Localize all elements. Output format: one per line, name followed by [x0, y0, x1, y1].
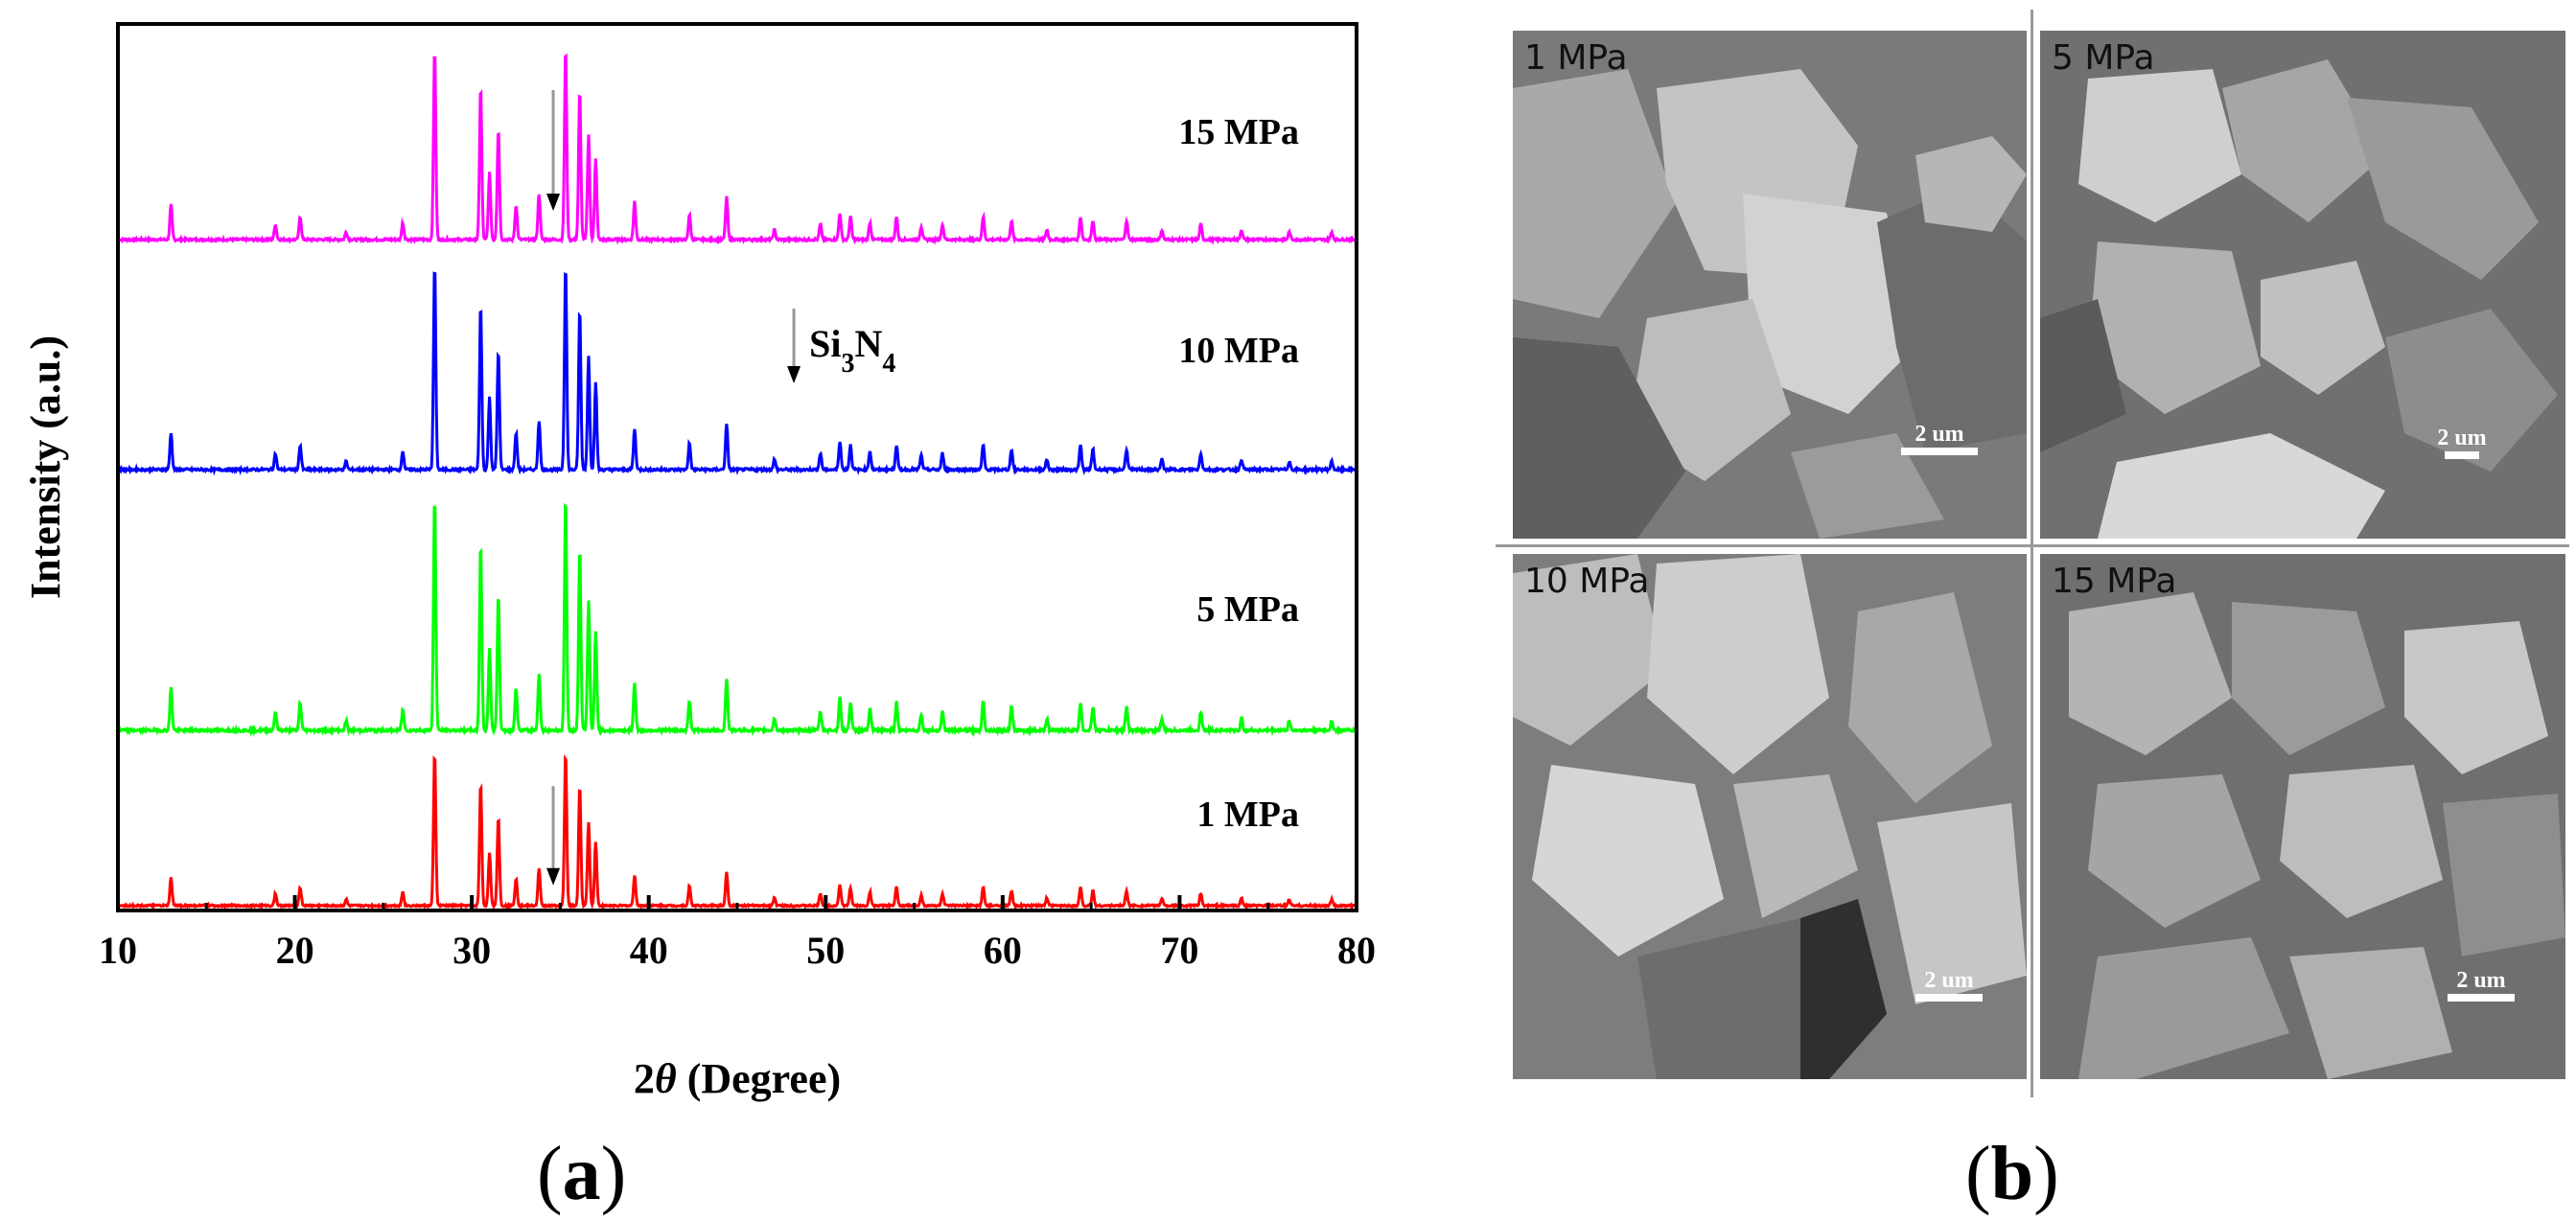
y-axis-label: Intensity (a.u.) [22, 335, 69, 599]
x-tick-label: 50 [806, 929, 845, 972]
series-label: 5 MPa [1196, 589, 1299, 630]
x-tick-label: 80 [1337, 929, 1376, 972]
panel-label-b: (b) [1965, 1132, 2059, 1216]
sem-image-1mpa: 1 MPa 2 um [1513, 31, 2027, 539]
series-line [117, 53, 1358, 245]
scale-label: 2 um [1924, 968, 1974, 993]
si3n4-arrowhead [546, 194, 561, 211]
scale-label: 2 um [2456, 968, 2506, 993]
panel-label-a: (a) [537, 1132, 627, 1216]
scale-bar: 2 um [2424, 426, 2500, 459]
scale-bar: 2 um [1896, 422, 1983, 455]
xrd-chart: 10 20 30 40 50 60 70 80 2θ (Degree) Intensity (… [22, 22, 1376, 1102]
series-label: 15 MPa [1178, 112, 1299, 152]
scale-label: 2 um [2437, 426, 2487, 450]
xrd-traces [116, 53, 1358, 910]
scale-bar: 2 um [1906, 968, 1992, 1002]
sem-texture [2040, 554, 2565, 1079]
si3n4-label: Si3N4 [809, 322, 895, 379]
series-label: 10 MPa [1178, 331, 1299, 371]
sem-image-5mpa: 5 MPa 2 um [2040, 31, 2565, 539]
sem-texture [2040, 31, 2565, 539]
series-label: 1 MPa [1196, 795, 1299, 835]
scale-bar: 2 um [2443, 968, 2519, 1002]
series-line [117, 271, 1358, 476]
vertical-divider [2031, 10, 2033, 1097]
sem-caption: 1 MPa [1524, 38, 1628, 78]
x-tick-label: 60 [984, 929, 1022, 972]
legend-arrow-head [787, 366, 801, 383]
x-tick-label: 30 [453, 929, 491, 972]
sem-texture [1513, 554, 2027, 1079]
si3n4-arrowhead [546, 867, 561, 886]
sem-caption: 15 MPa [2052, 562, 2177, 601]
sem-image-10mpa: 10 MPa 2 um [1513, 554, 2027, 1079]
sem-texture [1513, 31, 2027, 539]
si3n4-annotation: Si3N4 [546, 90, 895, 886]
horizontental-divider [1496, 544, 2569, 547]
x-tick-label: 20 [276, 929, 314, 972]
x-axis-label: 2θ (Degree) [634, 1055, 841, 1102]
scale-label: 2 um [1915, 422, 1964, 447]
sem-caption: 10 MPa [1524, 562, 1650, 601]
x-axis-ticks: 10 20 30 40 50 60 70 80 [99, 895, 1376, 972]
x-tick-label: 70 [1160, 929, 1198, 972]
sem-panel: 1 MPa 2 um 5 MPa 2 um [1496, 10, 2569, 1097]
series-line [116, 753, 1358, 910]
sem-caption: 5 MPa [2052, 38, 2155, 78]
x-tick-label: 40 [630, 929, 668, 972]
sem-image-15mpa: 15 MPa 2 um [2040, 554, 2565, 1079]
x-tick-label: 10 [99, 929, 137, 972]
series-line [116, 502, 1357, 738]
series-labels: 15 MPa 10 MPa 5 MPa 1 MPa [1178, 112, 1299, 835]
